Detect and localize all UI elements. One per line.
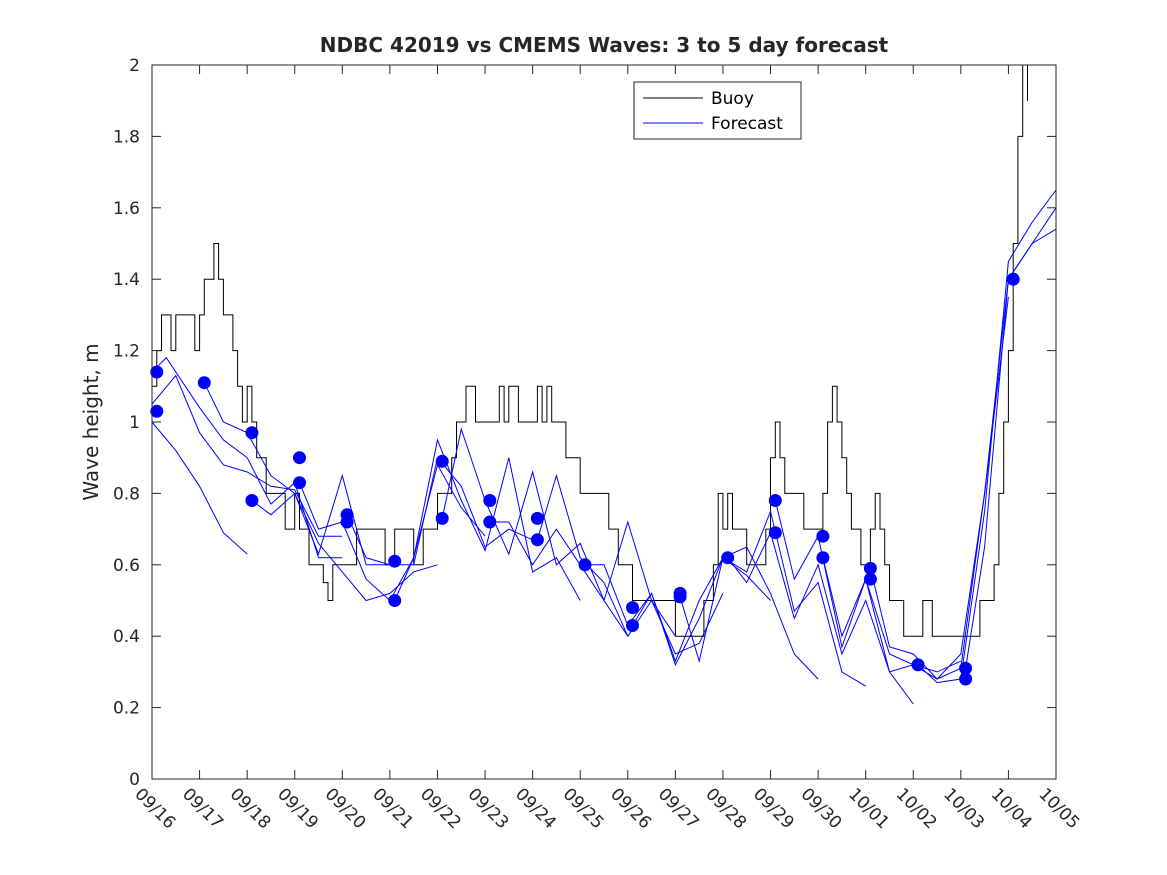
x-tick-label: 09/27 [654, 784, 703, 833]
forecast-marker [483, 515, 497, 529]
x-tick-label: 09/24 [511, 784, 560, 833]
y-tick-label: 0.8 [113, 484, 140, 504]
forecast-line-10 [489, 520, 676, 637]
x-tick-label: 09/29 [749, 784, 798, 833]
buoy-layer [152, 64, 1028, 637]
y-axis-ticks: 0 0.2 0.4 0.6 0.8 1 1.2 1.4 1.6 1.8 2 [113, 56, 1056, 790]
forecast-marker [483, 494, 497, 507]
forecast-line-18 [869, 228, 1057, 680]
forecast-line-14 [679, 509, 866, 687]
forecast-marker [388, 594, 402, 607]
x-tick-label: 09/23 [464, 784, 513, 833]
forecast-marker [150, 365, 164, 379]
y-tick-label: 0.2 [113, 699, 140, 719]
legend-forecast-label: Forecast [711, 114, 783, 134]
legend: Buoy Forecast [633, 81, 802, 140]
legend-box [633, 81, 802, 140]
y-tick-label: 0.6 [113, 556, 140, 576]
forecast-line-9 [441, 427, 629, 637]
forecast-marker [245, 426, 259, 440]
forecast-marker [863, 572, 877, 586]
forecast-marker [578, 558, 592, 572]
forecast-marker [530, 533, 544, 547]
x-tick-label: 09/18 [226, 784, 275, 833]
forecast-marker [293, 476, 306, 490]
x-tick-label: 10/01 [844, 784, 893, 833]
x-tick-label: 09/17 [178, 784, 227, 833]
forecast-line-1 [151, 374, 343, 537]
x-tick-label: 10/04 [987, 784, 1036, 833]
forecast-marker [1006, 272, 1020, 286]
forecast-marker [911, 658, 925, 672]
chart-title: NDBC 42019 vs CMEMS Waves: 3 to 5 day fo… [320, 33, 889, 57]
forecast-marker [626, 619, 639, 632]
x-tick-label: 10/05 [1034, 784, 1083, 833]
y-tick-label: 0 [129, 770, 140, 790]
forecast-marker [816, 529, 830, 543]
forecast-marker [435, 454, 449, 468]
x-tick-label: 09/21 [368, 784, 417, 833]
forecast-line-19 [917, 189, 1057, 684]
x-tick-label: 09/25 [559, 784, 608, 833]
x-tick-label: 09/16 [130, 784, 179, 833]
forecast-line-12 [585, 556, 771, 667]
forecast-marker [816, 551, 830, 565]
forecast-marker [293, 451, 306, 465]
plot-frame [151, 64, 1057, 780]
x-tick-label: 09/30 [797, 784, 846, 833]
forecast-marker [245, 494, 259, 507]
forecast-marker [959, 661, 973, 675]
forecast-line-2 [151, 421, 248, 555]
y-axis-label: Wave height, m [79, 343, 103, 500]
plot-area [150, 64, 1057, 705]
y-tick-label: 1.2 [113, 342, 140, 362]
forecast-marker [721, 551, 735, 565]
x-axis-ticks: 09/1609/1709/1809/1909/2009/2109/2209/23… [130, 65, 1083, 833]
forecast-line-8 [394, 438, 581, 601]
y-tick-label: 1.8 [113, 127, 140, 147]
forecast-marker [530, 511, 544, 525]
forecast-marker [626, 601, 639, 615]
forecast-line-11 [536, 473, 724, 655]
forecast-marker [197, 376, 211, 390]
forecast-line-5 [251, 492, 438, 602]
forecast-markers [150, 272, 1020, 686]
forecast-marker [388, 554, 402, 568]
x-tick-label: 09/26 [606, 784, 655, 833]
y-tick-label: 1.6 [113, 199, 140, 219]
forecast-marker [768, 494, 782, 507]
x-tick-label: 10/02 [892, 784, 941, 833]
forecast-line-4 [203, 382, 390, 566]
forecast-marker [768, 526, 782, 540]
forecast-marker [959, 672, 973, 686]
x-tick-label: 09/20 [321, 784, 370, 833]
forecast-marker [863, 561, 877, 575]
buoy-series-line [152, 64, 1028, 637]
x-tick-label: 09/28 [701, 784, 750, 833]
forecast-layer [151, 189, 1057, 705]
y-tick-label: 1.4 [113, 270, 140, 290]
legend-buoy-label: Buoy [711, 89, 754, 109]
y-tick-label: 2 [129, 56, 140, 76]
forecast-marker [435, 511, 449, 525]
x-tick-label: 09/22 [416, 784, 465, 833]
y-tick-label: 0.4 [113, 627, 140, 647]
x-tick-label: 10/03 [939, 784, 988, 833]
forecast-marker [150, 404, 164, 418]
forecast-marker [340, 515, 354, 529]
x-tick-label: 09/19 [273, 784, 322, 833]
forecast-marker [673, 590, 687, 604]
y-tick-label: 1 [129, 413, 140, 433]
forecast-line-15 [727, 531, 914, 705]
forecast-line-6 [299, 463, 486, 602]
